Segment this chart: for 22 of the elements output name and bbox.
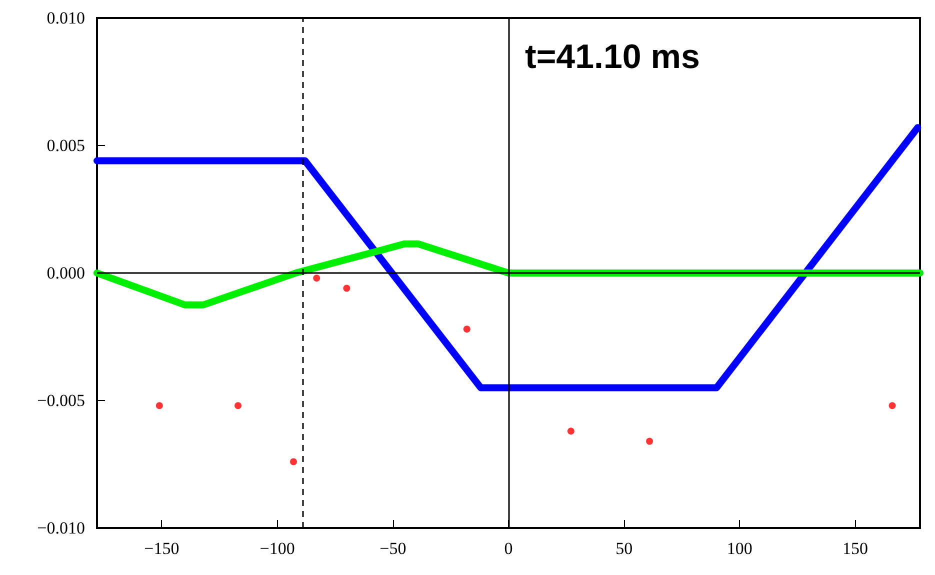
y-tick-label: 0.000 [46, 264, 85, 282]
y-tick-label: −0.005 [37, 391, 85, 410]
y-tick-label: 0.005 [46, 136, 85, 155]
annotation: t=41.10 ms [525, 38, 700, 77]
x-tick-label: −100 [260, 539, 295, 558]
x-tick-label: −50 [380, 539, 406, 558]
x-tick-label: 50 [616, 539, 633, 558]
x-tick-label: 100 [726, 539, 752, 558]
point [888, 402, 896, 410]
point [290, 458, 298, 466]
point [156, 402, 163, 410]
x-tick-label: 150 [842, 539, 868, 558]
y-tick-label: 0.010 [46, 8, 85, 28]
point [313, 274, 320, 282]
point [343, 284, 350, 292]
y-tick-label: −0.010 [37, 518, 85, 538]
point [234, 402, 242, 410]
point [463, 326, 470, 333]
point [567, 428, 574, 435]
x-tick-label: −150 [144, 539, 180, 558]
point [646, 438, 654, 445]
x-tick-label: 0 [504, 539, 513, 558]
